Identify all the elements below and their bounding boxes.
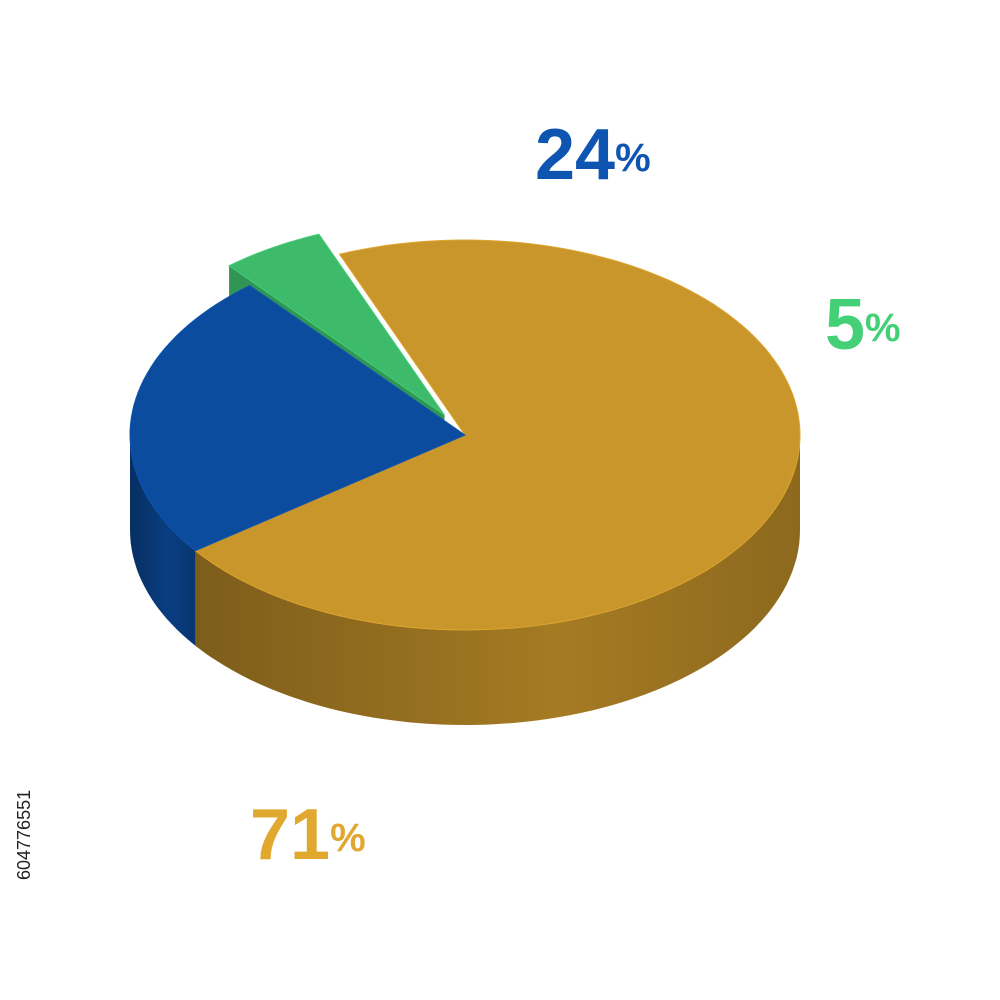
slice <box>228 233 445 416</box>
image-id: 604776551 <box>14 790 34 880</box>
slice <box>129 285 467 552</box>
value-label-part: 5 <box>825 285 865 365</box>
value-label: 71% <box>250 795 366 875</box>
value-label-part: % <box>865 306 901 350</box>
value-label-part: 71 <box>250 795 330 875</box>
slice <box>194 239 801 631</box>
value-label-part: % <box>330 816 366 860</box>
value-label: 5% <box>825 285 901 365</box>
slice-side <box>130 435 196 646</box>
value-label-part: 24 <box>535 115 615 195</box>
value-label: 24% <box>535 115 651 195</box>
value-label-part: % <box>615 136 651 180</box>
slice-side <box>195 435 800 725</box>
